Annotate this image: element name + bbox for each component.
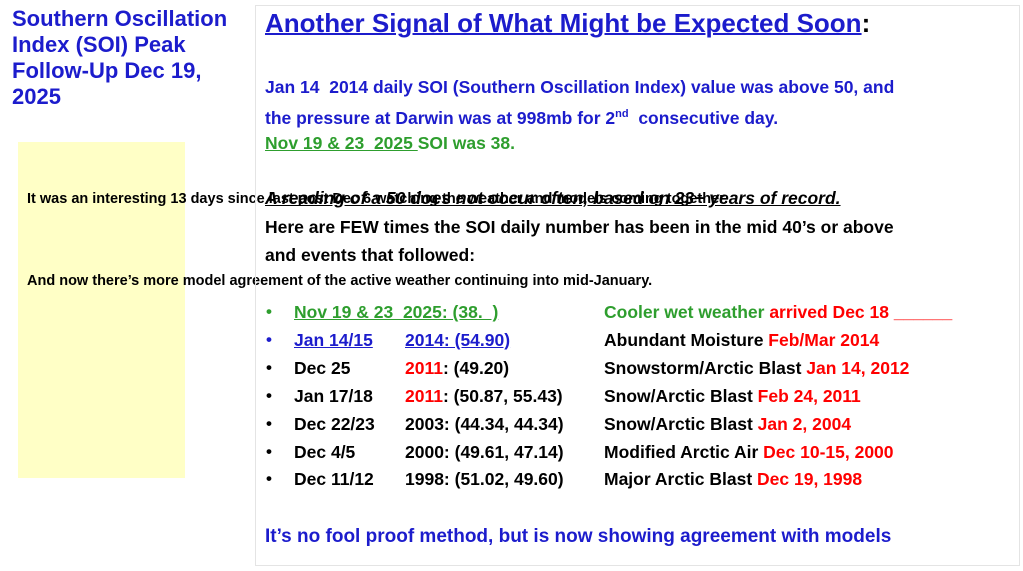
event-text: Jan 2, 2004 [757, 413, 852, 434]
event-text: Feb/Mar 2014 [768, 329, 880, 350]
event-text: Abundant Moisture [604, 329, 769, 350]
event-text: 1998: (51.02, 49.60) [405, 469, 564, 490]
soi-text: consecutive day. [628, 108, 779, 128]
event-outcome: Snow/Arctic Blast Feb 24, 2011 [604, 385, 861, 407]
heading-colon: : [861, 8, 871, 38]
ordinal-suffix: nd [615, 108, 629, 120]
event-text: Modified Arctic Air [604, 441, 764, 462]
soi-line: the pressure at Darwin was at 998mb for … [265, 103, 778, 129]
event-text: Snow/Arctic Blast [604, 413, 758, 434]
event-text: Cooler wet weather [604, 302, 770, 322]
event-date: Dec 22/23 [294, 413, 375, 435]
event-date: Dec 11/12 [294, 468, 374, 490]
recent-text: SOI was 38. [417, 133, 516, 153]
event-text: : (50.87, 55.43) [442, 385, 563, 406]
event-text: 2011 [405, 357, 443, 378]
sidebar-title: Southern Oscillation Index (SOI) Peak Fo… [12, 6, 228, 109]
event-values: 1998: (51.02, 49.60) [405, 468, 564, 490]
event-values: 2011: (50.87, 55.43) [405, 385, 563, 407]
event-outcome: Abundant Moisture Feb/Mar 2014 [604, 329, 879, 351]
conclusion: It’s no fool proof method, but is now sh… [265, 526, 892, 547]
event-text: Jan 17/18 [294, 385, 373, 406]
recent-line: Nov 19 & 23 2025 SOI was 38. [265, 132, 515, 154]
event-text: Dec 22/23 [294, 413, 375, 434]
event-values: 2000: (49.61, 47.14) [405, 441, 564, 463]
event-date: Jan 14/15 [294, 329, 373, 351]
heading-text: Another Signal of What Might be Expected… [265, 8, 862, 38]
event-text: Snowstorm/Arctic Blast [604, 357, 807, 378]
event-outcome: Cooler wet weather arrived Dec 18 ______ [604, 301, 952, 323]
event-text: Snow/Arctic Blast [604, 385, 758, 406]
bullet: • [266, 329, 272, 349]
event-outcome: Snowstorm/Arctic Blast Jan 14, 2012 [604, 357, 909, 379]
note-paragraph: It was an interesting 13 days since last… [27, 191, 729, 207]
soi-text: the pressure at Darwin was at 998mb for … [265, 108, 616, 128]
event-date: Dec 4/5 [294, 441, 355, 463]
event-values: 2003: (44.34, 44.34) [405, 413, 564, 435]
bullet: • [266, 302, 272, 321]
soi-line: Jan 14 2014 daily SOI (Southern Oscillat… [265, 77, 895, 97]
event-outcome: Snow/Arctic Blast Jan 2, 2004 [604, 413, 851, 435]
note-paragraph: And now there’s more model agreement of … [27, 272, 653, 289]
event-text: Dec 19, 1998 [757, 469, 863, 490]
event-text: 2003: (44.34, 44.34) [405, 413, 564, 434]
event-date: Jan 17/18 [294, 385, 373, 407]
event-outcome: Major Arctic Blast Dec 19, 1998 [604, 468, 862, 490]
event-text: 2014: (54.90) [405, 329, 511, 350]
recent-dates: Nov 19 & 23 2025 [265, 133, 418, 153]
event-text: Nov 19 & 23 2025: (38. ) [294, 302, 499, 322]
event-text: arrived Dec 18 ______ [769, 302, 953, 322]
intro-line: and events that followed: [265, 245, 476, 265]
bullet: • [266, 441, 272, 461]
rarity-line: A reading of a 50 does not occur often, … [265, 188, 841, 208]
event-text: Feb 24, 2011 [757, 385, 861, 406]
event-text: 2000: (49.61, 47.14) [405, 441, 564, 462]
event-date: Nov 19 & 23 2025: (38. ) [294, 301, 498, 323]
event-text: 2011 [405, 385, 443, 406]
heading: Another Signal of What Might be Expected… [265, 8, 870, 39]
event-text: Dec 25 [294, 357, 351, 378]
bullet: • [266, 385, 272, 405]
bullet: • [266, 413, 272, 433]
event-text: Jan 14/15 [294, 329, 373, 350]
event-text: Dec 11/12 [294, 469, 374, 490]
event-values: 2011: (49.20) [405, 357, 509, 379]
event-text: : (49.20) [442, 357, 510, 378]
intro-line: Here are FEW times the SOI daily number … [265, 217, 894, 237]
event-text: Jan 14, 2012 [806, 357, 910, 378]
note-box: It was an interesting 13 days since last… [18, 142, 729, 478]
event-outcome: Modified Arctic Air Dec 10-15, 2000 [604, 441, 894, 463]
content-panel [255, 5, 1020, 566]
event-text: Dec 4/5 [294, 441, 356, 462]
bullet: • [266, 357, 272, 377]
event-date: Dec 25 [294, 357, 350, 379]
event-text: Dec 10-15, 2000 [763, 441, 894, 462]
event-values: 2014: (54.90) [405, 329, 510, 351]
bullet: • [266, 469, 272, 489]
event-text: Major Arctic Blast [604, 469, 758, 490]
